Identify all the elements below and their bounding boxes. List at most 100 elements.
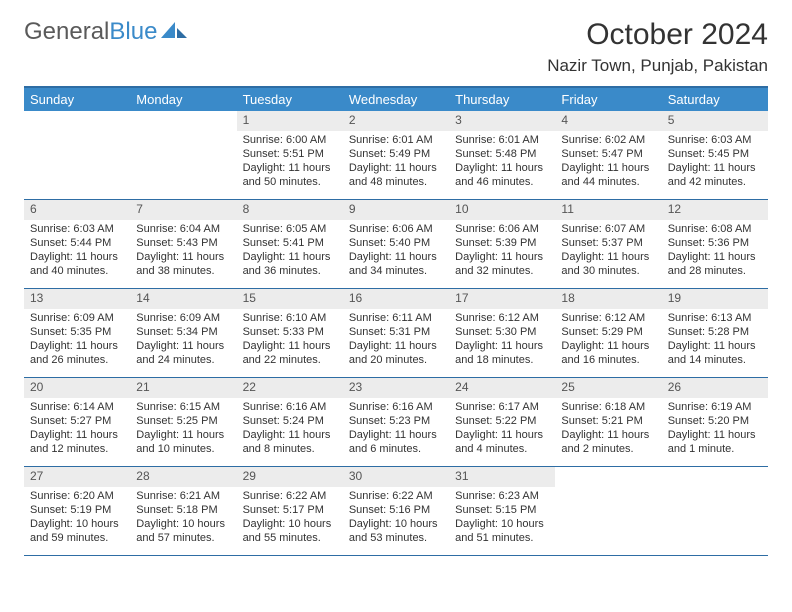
daylight-text: Daylight: 10 hours and 57 minutes.: [136, 517, 230, 546]
sunset-text: Sunset: 5:24 PM: [243, 414, 337, 428]
day-info: Sunrise: 6:15 AMSunset: 5:25 PMDaylight:…: [130, 398, 236, 463]
weeks-container: 1Sunrise: 6:00 AMSunset: 5:51 PMDaylight…: [24, 111, 768, 556]
day-cell: [555, 467, 661, 555]
day-info: Sunrise: 6:18 AMSunset: 5:21 PMDaylight:…: [555, 398, 661, 463]
day-cell: 4Sunrise: 6:02 AMSunset: 5:47 PMDaylight…: [555, 111, 661, 199]
day-info: Sunrise: 6:22 AMSunset: 5:16 PMDaylight:…: [343, 487, 449, 552]
sunset-text: Sunset: 5:25 PM: [136, 414, 230, 428]
day-info: Sunrise: 6:05 AMSunset: 5:41 PMDaylight:…: [237, 220, 343, 285]
sunset-text: Sunset: 5:30 PM: [455, 325, 549, 339]
day-info: Sunrise: 6:19 AMSunset: 5:20 PMDaylight:…: [662, 398, 768, 463]
sunrise-text: Sunrise: 6:16 AM: [243, 400, 337, 414]
daylight-text: Daylight: 11 hours and 18 minutes.: [455, 339, 549, 368]
sunrise-text: Sunrise: 6:16 AM: [349, 400, 443, 414]
sunrise-text: Sunrise: 6:04 AM: [136, 222, 230, 236]
sunset-text: Sunset: 5:17 PM: [243, 503, 337, 517]
day-header: Friday: [555, 88, 661, 111]
sunset-text: Sunset: 5:31 PM: [349, 325, 443, 339]
day-cell: 23Sunrise: 6:16 AMSunset: 5:23 PMDayligh…: [343, 378, 449, 466]
day-info: Sunrise: 6:23 AMSunset: 5:15 PMDaylight:…: [449, 487, 555, 552]
title-block: October 2024 Nazir Town, Punjab, Pakista…: [547, 18, 768, 76]
sunrise-text: Sunrise: 6:18 AM: [561, 400, 655, 414]
day-info: Sunrise: 6:12 AMSunset: 5:30 PMDaylight:…: [449, 309, 555, 374]
day-header: Wednesday: [343, 88, 449, 111]
day-info: Sunrise: 6:14 AMSunset: 5:27 PMDaylight:…: [24, 398, 130, 463]
day-number: 10: [449, 200, 555, 220]
day-number: 30: [343, 467, 449, 487]
logo-text: GeneralBlue: [24, 18, 157, 46]
day-info: Sunrise: 6:04 AMSunset: 5:43 PMDaylight:…: [130, 220, 236, 285]
sunrise-text: Sunrise: 6:13 AM: [668, 311, 762, 325]
day-number: 1: [237, 111, 343, 131]
daylight-text: Daylight: 11 hours and 12 minutes.: [30, 428, 124, 457]
day-cell: 7Sunrise: 6:04 AMSunset: 5:43 PMDaylight…: [130, 200, 236, 288]
sunset-text: Sunset: 5:51 PM: [243, 147, 337, 161]
daylight-text: Daylight: 10 hours and 53 minutes.: [349, 517, 443, 546]
sunrise-text: Sunrise: 6:20 AM: [30, 489, 124, 503]
sunrise-text: Sunrise: 6:12 AM: [561, 311, 655, 325]
day-cell: 5Sunrise: 6:03 AMSunset: 5:45 PMDaylight…: [662, 111, 768, 199]
day-info: Sunrise: 6:01 AMSunset: 5:48 PMDaylight:…: [449, 131, 555, 196]
day-header: Monday: [130, 88, 236, 111]
day-number: 25: [555, 378, 661, 398]
sunset-text: Sunset: 5:28 PM: [668, 325, 762, 339]
day-cell: 3Sunrise: 6:01 AMSunset: 5:48 PMDaylight…: [449, 111, 555, 199]
sunset-text: Sunset: 5:39 PM: [455, 236, 549, 250]
week-row: 13 Sunrise: 6:09 AM Sunset: 5:35 PM Dayligh…: [24, 289, 768, 378]
day-cell: 8Sunrise: 6:05 AMSunset: 5:41 PMDaylight…: [237, 200, 343, 288]
day-info: Sunrise: 6:00 AMSunset: 5:51 PMDaylight:…: [237, 131, 343, 196]
daylight-text: Daylight: 11 hours and 6 minutes.: [349, 428, 443, 457]
sunrise-text: Sunrise: 6:14 AM: [30, 400, 124, 414]
day-cell: 6Sunrise: 6:03 AMSunset: 5:44 PMDaylight…: [24, 200, 130, 288]
daylight-text: Daylight: 11 hours and 46 minutes.: [455, 161, 549, 190]
sunset-text: Sunset: 5:19 PM: [30, 503, 124, 517]
calendar: Sunday Monday Tuesday Wednesday Thursday…: [24, 86, 768, 556]
day-number: 13: [24, 289, 130, 309]
day-number: 23: [343, 378, 449, 398]
day-number: 5: [662, 111, 768, 131]
day-number: 8: [237, 200, 343, 220]
sunset-text: Sunset: 5:35 PM: [30, 325, 124, 339]
day-cell: 17Sunrise: 6:12 AMSunset: 5:30 PMDayligh…: [449, 289, 555, 377]
sunrise-text: Sunrise: 6:01 AM: [455, 133, 549, 147]
sunset-text: Sunset: 5:43 PM: [136, 236, 230, 250]
sunrise-text: Sunrise: 6:06 AM: [349, 222, 443, 236]
daylight-text: Daylight: 11 hours and 34 minutes.: [349, 250, 443, 279]
daylight-text: Daylight: 11 hours and 38 minutes.: [136, 250, 230, 279]
day-cell: 14Sunrise: 6:09 AMSunset: 5:34 PMDayligh…: [130, 289, 236, 377]
day-number: 28: [130, 467, 236, 487]
sunrise-text: Sunrise: 6:08 AM: [668, 222, 762, 236]
daylight-text: Daylight: 11 hours and 10 minutes.: [136, 428, 230, 457]
day-cell: 22Sunrise: 6:16 AMSunset: 5:24 PMDayligh…: [237, 378, 343, 466]
day-cell: [662, 467, 768, 555]
sunset-text: Sunset: 5:34 PM: [136, 325, 230, 339]
day-info: Sunrise: 6:02 AMSunset: 5:47 PMDaylight:…: [555, 131, 661, 196]
sunrise-text: Sunrise: 6:21 AM: [136, 489, 230, 503]
sail-icon: [161, 20, 187, 45]
logo-text-blue: Blue: [109, 18, 157, 45]
sunrise-text: Sunrise: 6:07 AM: [561, 222, 655, 236]
sunset-text: Sunset: 5:36 PM: [668, 236, 762, 250]
sunrise-text: Sunrise: 6:11 AM: [349, 311, 443, 325]
daylight-text: Daylight: 11 hours and 1 minute.: [668, 428, 762, 457]
day-info: Sunrise: 6:16 AMSunset: 5:24 PMDaylight:…: [237, 398, 343, 463]
daylight-text: Daylight: 11 hours and 32 minutes.: [455, 250, 549, 279]
sunrise-text: Sunrise: 6:09 AM: [136, 311, 230, 325]
day-cell: 2Sunrise: 6:01 AMSunset: 5:49 PMDaylight…: [343, 111, 449, 199]
daylight-text: Daylight: 11 hours and 4 minutes.: [455, 428, 549, 457]
sunset-text: Sunset: 5:18 PM: [136, 503, 230, 517]
day-cell: [130, 111, 236, 199]
day-number: 27: [24, 467, 130, 487]
sunset-text: Sunset: 5:22 PM: [455, 414, 549, 428]
day-header: Saturday: [662, 88, 768, 111]
day-number: 21: [130, 378, 236, 398]
daylight-text: Daylight: 11 hours and 2 minutes.: [561, 428, 655, 457]
day-cell: 27Sunrise: 6:20 AMSunset: 5:19 PMDayligh…: [24, 467, 130, 555]
daylight-text: Daylight: 11 hours and 16 minutes.: [561, 339, 655, 368]
daylight-text: Daylight: 11 hours and 36 minutes.: [243, 250, 337, 279]
sunset-text: Sunset: 5:20 PM: [668, 414, 762, 428]
daylight-text: Daylight: 11 hours and 20 minutes.: [349, 339, 443, 368]
day-info: Sunrise: 6:06 AMSunset: 5:40 PMDaylight:…: [343, 220, 449, 285]
day-cell: 31Sunrise: 6:23 AMSunset: 5:15 PMDayligh…: [449, 467, 555, 555]
day-number: 14: [130, 289, 236, 309]
